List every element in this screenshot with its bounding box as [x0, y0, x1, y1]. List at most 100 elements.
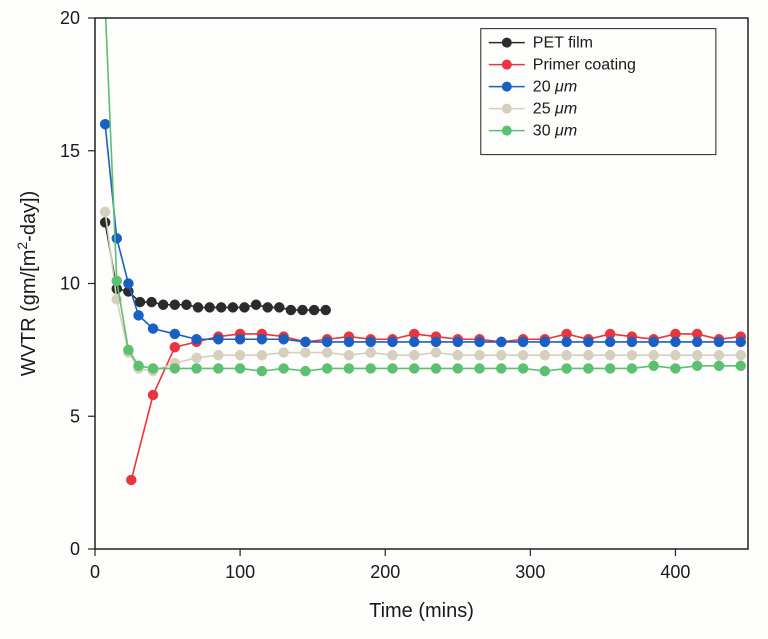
data-point [344, 337, 354, 347]
data-point [344, 363, 354, 373]
data-point [605, 350, 615, 360]
data-point [112, 276, 122, 286]
data-point [714, 337, 724, 347]
data-point [670, 363, 680, 373]
data-point [239, 302, 249, 312]
data-point [562, 363, 572, 373]
x-tick-label: 0 [90, 562, 100, 582]
data-point [257, 350, 267, 360]
data-point [235, 363, 245, 373]
data-point [123, 345, 133, 355]
data-point [257, 334, 267, 344]
data-point [170, 300, 180, 310]
data-point [496, 350, 506, 360]
data-point [100, 119, 110, 129]
y-tick-label: 10 [60, 274, 80, 294]
data-point [344, 350, 354, 360]
data-point [322, 337, 332, 347]
x-tick-label: 300 [515, 562, 545, 582]
data-point [170, 342, 180, 352]
y-tick-label: 20 [60, 8, 80, 28]
y-tick-label: 15 [60, 141, 80, 161]
data-point [605, 337, 615, 347]
data-point [431, 363, 441, 373]
data-point [263, 302, 273, 312]
data-point [279, 334, 289, 344]
data-point [627, 337, 637, 347]
legend-marker [502, 82, 512, 92]
chart-container: 0 100 200 300 400 0 5 10 15 20 Time (mins) WVTR (gm… [0, 0, 768, 639]
legend-marker [502, 60, 512, 70]
data-point [205, 302, 215, 312]
data-point [279, 348, 289, 358]
data-point [181, 300, 191, 310]
data-point [300, 348, 310, 358]
data-point [235, 334, 245, 344]
legend-label: 20 μm [533, 79, 577, 96]
data-point [170, 363, 180, 373]
data-point [192, 363, 202, 373]
data-point [496, 363, 506, 373]
x-tick-label: 200 [370, 562, 400, 582]
data-point [583, 350, 593, 360]
data-point [453, 350, 463, 360]
data-point [134, 361, 144, 371]
data-point [605, 363, 615, 373]
data-point [431, 348, 441, 358]
wvtr-chart: 0 100 200 300 400 0 5 10 15 20 Time (mins) WVTR (gm… [0, 0, 768, 639]
data-point [670, 337, 680, 347]
data-point [193, 302, 203, 312]
data-point [736, 337, 746, 347]
data-point [134, 310, 144, 320]
data-point [298, 305, 308, 315]
data-point [540, 366, 550, 376]
data-point [251, 300, 261, 310]
data-point [192, 353, 202, 363]
data-point [135, 297, 145, 307]
data-point [123, 279, 133, 289]
data-point [649, 361, 659, 371]
data-point [192, 334, 202, 344]
data-point [147, 297, 157, 307]
data-point [714, 350, 724, 360]
legend-marker [502, 104, 512, 114]
data-point [692, 350, 702, 360]
y-axis-label: WVTR (gm/[m2-day]) [14, 191, 40, 377]
data-point [649, 350, 659, 360]
data-point [322, 363, 332, 373]
data-point [627, 350, 637, 360]
x-tick-label: 400 [660, 562, 690, 582]
data-point [366, 348, 376, 358]
legend-marker [502, 126, 512, 136]
data-point [518, 337, 528, 347]
data-point [300, 366, 310, 376]
legend-marker [502, 38, 512, 48]
data-point [170, 329, 180, 339]
data-point [453, 363, 463, 373]
data-point [649, 337, 659, 347]
data-point [322, 348, 332, 358]
data-point [100, 217, 110, 227]
data-point [475, 337, 485, 347]
data-point [112, 233, 122, 243]
data-point [475, 350, 485, 360]
data-point [518, 363, 528, 373]
data-point [453, 337, 463, 347]
data-point [736, 350, 746, 360]
x-tick-label: 100 [225, 562, 255, 582]
data-point [409, 350, 419, 360]
data-point [366, 337, 376, 347]
data-point [627, 363, 637, 373]
data-point [228, 302, 238, 312]
data-point [562, 350, 572, 360]
legend-label: 25 μm [533, 101, 577, 118]
y-tick-label: 5 [70, 406, 80, 426]
y-tick-label: 0 [70, 539, 80, 559]
data-point [496, 337, 506, 347]
data-point [366, 363, 376, 373]
data-point [540, 350, 550, 360]
data-point [274, 302, 284, 312]
data-point [235, 350, 245, 360]
legend-label: PET film [533, 35, 593, 52]
x-axis-label: Time (mins) [369, 600, 474, 622]
